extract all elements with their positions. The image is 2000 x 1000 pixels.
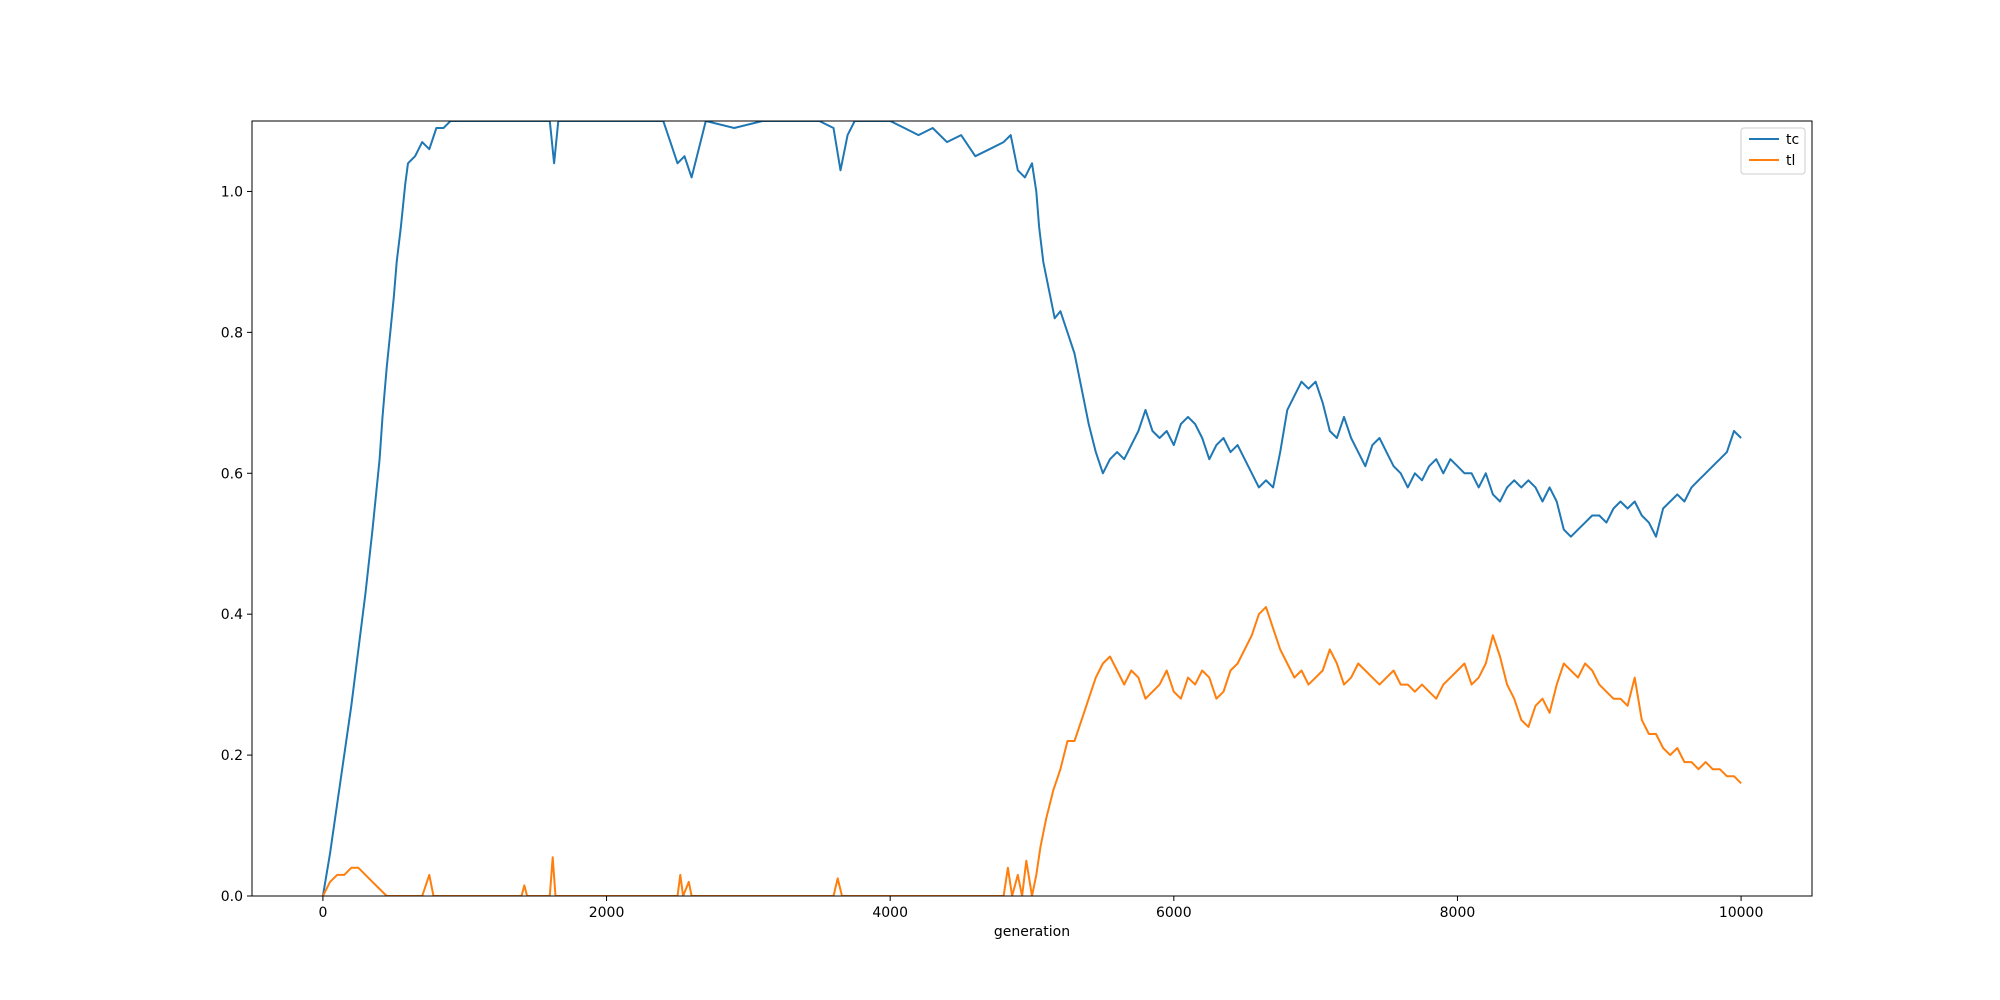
series-line-tl [322, 606, 1742, 896]
y-tick-label: 0.2 [221, 748, 243, 764]
x-tick-label: 4000 [872, 905, 908, 921]
series-layer [321, 121, 1742, 896]
y-tick-label: 0.6 [221, 466, 243, 482]
legend-label-tc: tc [1786, 132, 1799, 148]
y-tick-label: 0.4 [221, 607, 243, 623]
x-tick-label: 10000 [1719, 905, 1764, 921]
x-tick-label: 8000 [1440, 905, 1476, 921]
legend: tc tl [1740, 127, 1806, 175]
y-tick-label: 0.8 [221, 325, 243, 341]
legend-label-tl: tl [1786, 153, 1795, 169]
x-tick-label: 6000 [1156, 905, 1192, 921]
x-tick-label: 2000 [589, 905, 625, 921]
x-axis: 0 2000 4000 6000 8000 10000 [318, 896, 1763, 921]
y-tick-label: 0.0 [221, 889, 243, 905]
x-axis-label: generation [994, 924, 1070, 940]
y-tick-label: 1.0 [221, 184, 243, 200]
x-tick-label: 0 [318, 905, 327, 921]
y-axis: 0.0 0.2 0.4 0.6 0.8 1.0 [221, 184, 252, 905]
series-line-tc [321, 121, 1742, 896]
plot-frame [251, 120, 1813, 897]
